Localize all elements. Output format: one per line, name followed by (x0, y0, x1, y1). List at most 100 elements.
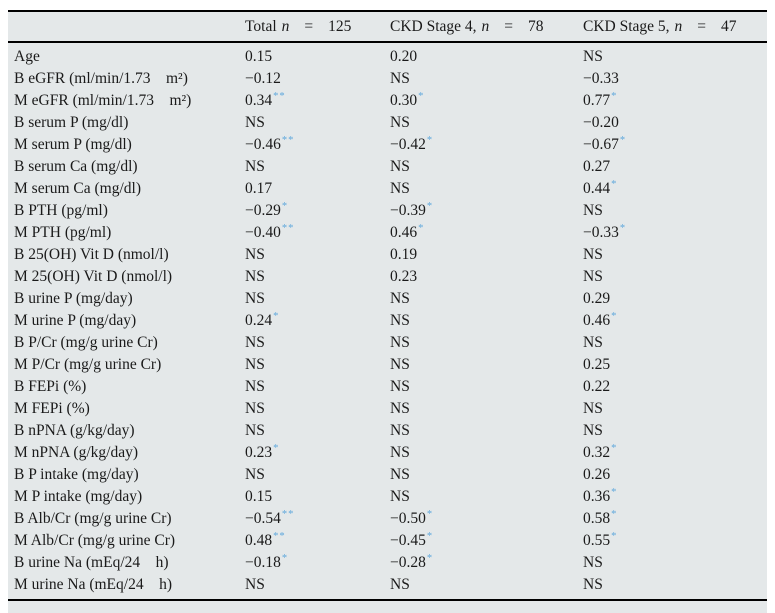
n-symbol: n (481, 17, 490, 35)
cell-value: 0.46 (583, 312, 611, 329)
row-label: B eGFR (ml/min/1.73 m²) (14, 70, 188, 87)
cell-value: 0.30 (390, 92, 418, 109)
cell-value: −0.42 (390, 136, 426, 153)
value-cell: NS (245, 376, 390, 398)
cell-value: 0.15 (245, 488, 273, 505)
value-cell: 0.20 (390, 42, 583, 68)
cell-value: 0.20 (390, 48, 418, 65)
row-label: B 25(OH) Vit D (nmol/l) (14, 246, 169, 263)
value-cell: NS (583, 244, 767, 266)
cell-value: NS (583, 202, 603, 219)
cell-value: −0.29 (245, 202, 281, 219)
value-cell: NS (583, 200, 767, 222)
equals-sign: = (304, 17, 314, 35)
value-cell: 0.26 (583, 464, 767, 486)
cell-value: NS (390, 158, 410, 175)
value-cell: −0.46** (245, 134, 390, 156)
value-cell: −0.50* (390, 508, 583, 530)
significance-stars: * (611, 91, 618, 102)
significance-stars: * (426, 135, 434, 146)
correlation-table-panel: Total n = 125 CKD Stage 4, n = 78 CKD Stage 5,… (8, 10, 767, 613)
table-row: B serum P (mg/dl) NS NS −0.20 (8, 112, 767, 134)
cell-value: NS (245, 334, 265, 351)
table-row: B P/Cr (mg/g urine Cr) NS NS NS (8, 332, 767, 354)
table-row: B Alb/Cr (mg/g urine Cr) −0.54** −0.50* … (8, 508, 767, 530)
significance-stars: * (426, 553, 434, 564)
value-cell: −0.39* (390, 200, 583, 222)
value-cell: NS (245, 156, 390, 178)
cell-value: 0.58 (583, 510, 611, 527)
cell-value: NS (245, 356, 265, 373)
cell-value: NS (245, 114, 265, 131)
significance-stars: * (426, 201, 434, 212)
cell-value: NS (390, 180, 410, 197)
cell-value: −0.50 (390, 510, 426, 527)
value-cell: −0.54** (245, 508, 390, 530)
row-label: B urine Na (mEq/24 h) (14, 554, 169, 571)
cell-value: NS (390, 488, 410, 505)
cell-value: −0.18 (245, 554, 281, 571)
cell-value: NS (245, 378, 265, 395)
row-label: M urine P (mg/day) (14, 312, 137, 329)
value-cell: −0.20 (583, 112, 767, 134)
value-cell: 0.29 (583, 288, 767, 310)
value-cell: NS (245, 266, 390, 288)
cell-value: 0.32 (583, 444, 611, 461)
significance-stars: ** (273, 91, 286, 102)
significance-stars: * (281, 553, 289, 564)
table-row: M P/Cr (mg/g urine Cr) NS NS 0.25 (8, 354, 767, 376)
significance-stars: * (611, 531, 618, 542)
cell-value: NS (390, 356, 410, 373)
cell-value: NS (390, 290, 410, 307)
value-cell: NS (390, 398, 583, 420)
n-count: 47 (721, 17, 737, 35)
cell-value: −0.40 (245, 224, 281, 241)
cell-value: NS (245, 576, 265, 593)
cell-value: 0.15 (245, 48, 273, 65)
cell-value: NS (583, 422, 603, 439)
cell-value: 0.23 (390, 268, 418, 285)
value-cell: NS (390, 288, 583, 310)
value-cell: −0.45* (390, 530, 583, 552)
value-cell: NS (583, 266, 767, 288)
table-row: M serum P (mg/dl) −0.46** −0.42* −0.67 * (8, 134, 767, 156)
row-label: M eGFR (ml/min/1.73 m²) (14, 92, 192, 109)
cell-value: 0.23 (245, 444, 273, 461)
row-label: M FEPi (%) (14, 400, 90, 417)
significance-stars: * (273, 443, 280, 454)
value-cell: −0.40** (245, 222, 390, 244)
significance-stars: ** (281, 509, 295, 520)
value-cell: NS (245, 464, 390, 486)
header-col-total: Total n = 125 (245, 11, 390, 43)
header-title: CKD Stage 5, (583, 17, 670, 35)
cell-value: −0.12 (245, 70, 281, 87)
value-cell: −0.42* (390, 134, 583, 156)
significance-stars: * (281, 201, 289, 212)
cell-value: −0.28 (390, 554, 426, 571)
value-cell: NS (245, 420, 390, 442)
cell-value: NS (583, 554, 603, 571)
row-label: B PTH (pg/ml) (14, 202, 108, 219)
value-cell: 0.46* (390, 222, 583, 244)
significance-stars: * (611, 311, 618, 322)
value-cell: 0.15 (245, 42, 390, 68)
value-cell: 0.44* (583, 178, 767, 200)
value-cell: NS (245, 288, 390, 310)
cell-value: NS (245, 246, 265, 263)
row-label: Age (14, 48, 40, 65)
cell-value: −0.67 (583, 136, 619, 153)
value-cell: NS (583, 398, 767, 420)
significance-stars: * (619, 223, 627, 234)
table-row: M P intake (mg/day) 0.15 NS 0.36* (8, 486, 767, 508)
cell-value: NS (583, 268, 603, 285)
row-label: M 25(OH) Vit D (nmol/l) (14, 268, 173, 285)
cell-value: 0.55 (583, 532, 611, 549)
row-label: M serum P (mg/dl) (14, 136, 132, 153)
value-cell: 0.27 (583, 156, 767, 178)
value-cell: NS (390, 442, 583, 464)
table-row: M PTH (pg/ml) −0.40** 0.46* −0.33* (8, 222, 767, 244)
value-cell: 0.22 (583, 376, 767, 398)
value-cell: 0.77* (583, 90, 767, 112)
significance-stars: * (611, 443, 618, 454)
row-label: B urine P (mg/day) (14, 290, 133, 307)
